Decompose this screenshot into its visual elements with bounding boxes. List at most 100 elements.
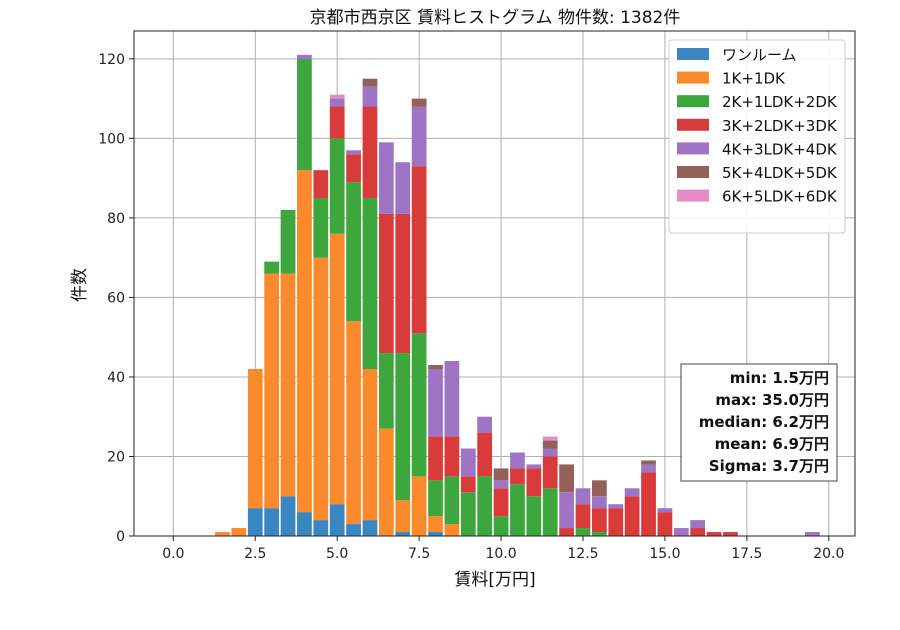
bar-segment-series-2 bbox=[460, 492, 476, 536]
x-axis-ticks: 0.0 2.5 5.0 7.5 10.0 12.5 15.0 17.5 20.0 bbox=[162, 536, 844, 562]
legend-label: 2K+1LDK+2DK bbox=[722, 93, 838, 111]
legend-frame bbox=[668, 39, 846, 234]
stat-min: min: 1.5万円 bbox=[730, 369, 829, 387]
legend-label: 4K+3LDK+4DK bbox=[722, 140, 838, 158]
bar-segment-series-4 bbox=[510, 452, 525, 469]
legend-swatch bbox=[677, 142, 709, 155]
legend-label: 3K+2LDK+3DK bbox=[722, 117, 838, 135]
bar-segment-series-0 bbox=[428, 532, 443, 536]
bar-segment-series-0 bbox=[329, 504, 345, 536]
bar-segment-series-4 bbox=[592, 496, 607, 509]
bar-segment-series-5 bbox=[641, 460, 656, 465]
bar-segment-series-3 bbox=[378, 213, 394, 354]
bar-segment-series-4 bbox=[657, 508, 673, 513]
x-axis-title: 賃料[万円] bbox=[454, 570, 535, 590]
bar-segment-series-2 bbox=[592, 532, 607, 536]
bar-segment-series-2 bbox=[362, 198, 378, 369]
bar-segment-series-4 bbox=[690, 520, 706, 529]
bar-segment-series-4 bbox=[608, 504, 624, 509]
legend-swatch bbox=[677, 71, 709, 84]
bar-segment-series-0 bbox=[297, 512, 312, 536]
bar-segment-series-0 bbox=[264, 508, 280, 536]
bar-segment-series-2 bbox=[493, 516, 509, 536]
legend-swatch bbox=[677, 48, 709, 60]
y-tick-label: 80 bbox=[107, 211, 125, 227]
bar-segment-series-1 bbox=[264, 273, 280, 509]
stat-max: max: 35.0万円 bbox=[715, 391, 829, 409]
bar-segment-series-3 bbox=[706, 532, 722, 536]
bar-segment-series-2 bbox=[264, 261, 280, 274]
y-tick-label: 20 bbox=[107, 449, 125, 465]
bar-segment-series-1 bbox=[428, 516, 443, 533]
legend: ワンルーム 1K+1DK 2K+1LDK+2DK 3K+2LDK+3DK 4K+3LDK… bbox=[668, 39, 846, 234]
bar-segment-series-3 bbox=[329, 106, 345, 139]
bar-segment-series-4 bbox=[624, 488, 640, 497]
stat-mean: mean: 6.9万円 bbox=[715, 435, 829, 453]
bar-segment-series-5 bbox=[493, 468, 509, 481]
bar-segment-series-3 bbox=[542, 456, 558, 489]
legend-label: 5K+4LDK+5DK bbox=[722, 164, 838, 182]
x-tick-label: 12.5 bbox=[567, 546, 598, 562]
x-tick-label: 15.0 bbox=[649, 546, 680, 562]
bar-segment-series-2 bbox=[395, 353, 411, 501]
bar-segment-series-3 bbox=[510, 468, 525, 485]
bar-segment-series-2 bbox=[280, 209, 296, 274]
bar-segment-series-3 bbox=[493, 488, 509, 517]
bar-segment-series-0 bbox=[313, 520, 329, 536]
bar-segment-series-4 bbox=[526, 464, 542, 469]
bar-segment-series-0 bbox=[280, 496, 296, 536]
bar-segment-series-2 bbox=[428, 480, 443, 517]
y-tick-label: 120 bbox=[98, 52, 125, 68]
bar-segment-series-3 bbox=[575, 504, 591, 529]
y-tick-label: 0 bbox=[116, 529, 125, 545]
bar-segment-series-2 bbox=[313, 198, 329, 258]
bar-segment-series-3 bbox=[395, 213, 411, 354]
bar-segment-series-1 bbox=[346, 321, 361, 525]
bar-segment-series-4 bbox=[362, 86, 378, 107]
y-tick-label: 100 bbox=[98, 131, 125, 147]
bar-segment-series-4 bbox=[805, 532, 820, 536]
bar-segment-series-3 bbox=[477, 432, 493, 477]
legend-label: 6K+5LDK+6DK bbox=[722, 188, 838, 206]
x-tick-label: 5.0 bbox=[326, 546, 348, 562]
bar-segment-series-5 bbox=[428, 365, 443, 369]
bar-segment-series-1 bbox=[231, 528, 247, 536]
bar-segment-series-5 bbox=[542, 440, 558, 449]
bar-segment-series-0 bbox=[346, 524, 361, 536]
bar-segment-series-1 bbox=[362, 368, 378, 521]
bar-segment-series-3 bbox=[411, 166, 427, 334]
bar-segment-series-1 bbox=[297, 170, 312, 513]
bar-segment-series-2 bbox=[575, 528, 591, 536]
bar-segment-series-1 bbox=[313, 257, 329, 521]
bar-segment-series-5 bbox=[411, 98, 427, 107]
bar-segment-series-3 bbox=[641, 472, 656, 536]
y-tick-label: 40 bbox=[107, 370, 125, 386]
bar-segment-series-3 bbox=[608, 508, 624, 536]
stat-median: median: 6.2万円 bbox=[699, 413, 829, 431]
bar-segment-series-4 bbox=[297, 54, 312, 59]
bar-segment-series-5 bbox=[362, 78, 378, 87]
legend-swatch bbox=[677, 95, 709, 108]
bar-segment-series-4 bbox=[673, 528, 689, 536]
bar-segment-series-1 bbox=[411, 476, 427, 536]
bar-segment-series-0 bbox=[362, 520, 378, 536]
plot-frame bbox=[133, 30, 856, 537]
x-tick-label: 10.0 bbox=[485, 546, 516, 562]
bar-segment-series-4 bbox=[493, 480, 509, 489]
x-tick-label: 17.5 bbox=[731, 546, 762, 562]
bar-segment-series-3 bbox=[460, 476, 476, 493]
bar-segment-series-3 bbox=[362, 106, 378, 199]
legend-swatch bbox=[677, 189, 709, 202]
bar-segment-series-2 bbox=[346, 182, 361, 322]
bar-series bbox=[215, 54, 820, 536]
legend-swatch bbox=[677, 118, 709, 131]
bar-segment-series-4 bbox=[477, 416, 493, 433]
y-tick-label: 60 bbox=[107, 290, 125, 306]
bar-segment-series-4 bbox=[444, 361, 460, 437]
bar-segment-series-4 bbox=[641, 464, 656, 473]
bar-segment-series-4 bbox=[411, 106, 427, 167]
legend-label: 1K+1DK bbox=[722, 70, 786, 88]
bar-segment-series-1 bbox=[280, 273, 296, 497]
bar-segment-series-3 bbox=[346, 154, 361, 183]
